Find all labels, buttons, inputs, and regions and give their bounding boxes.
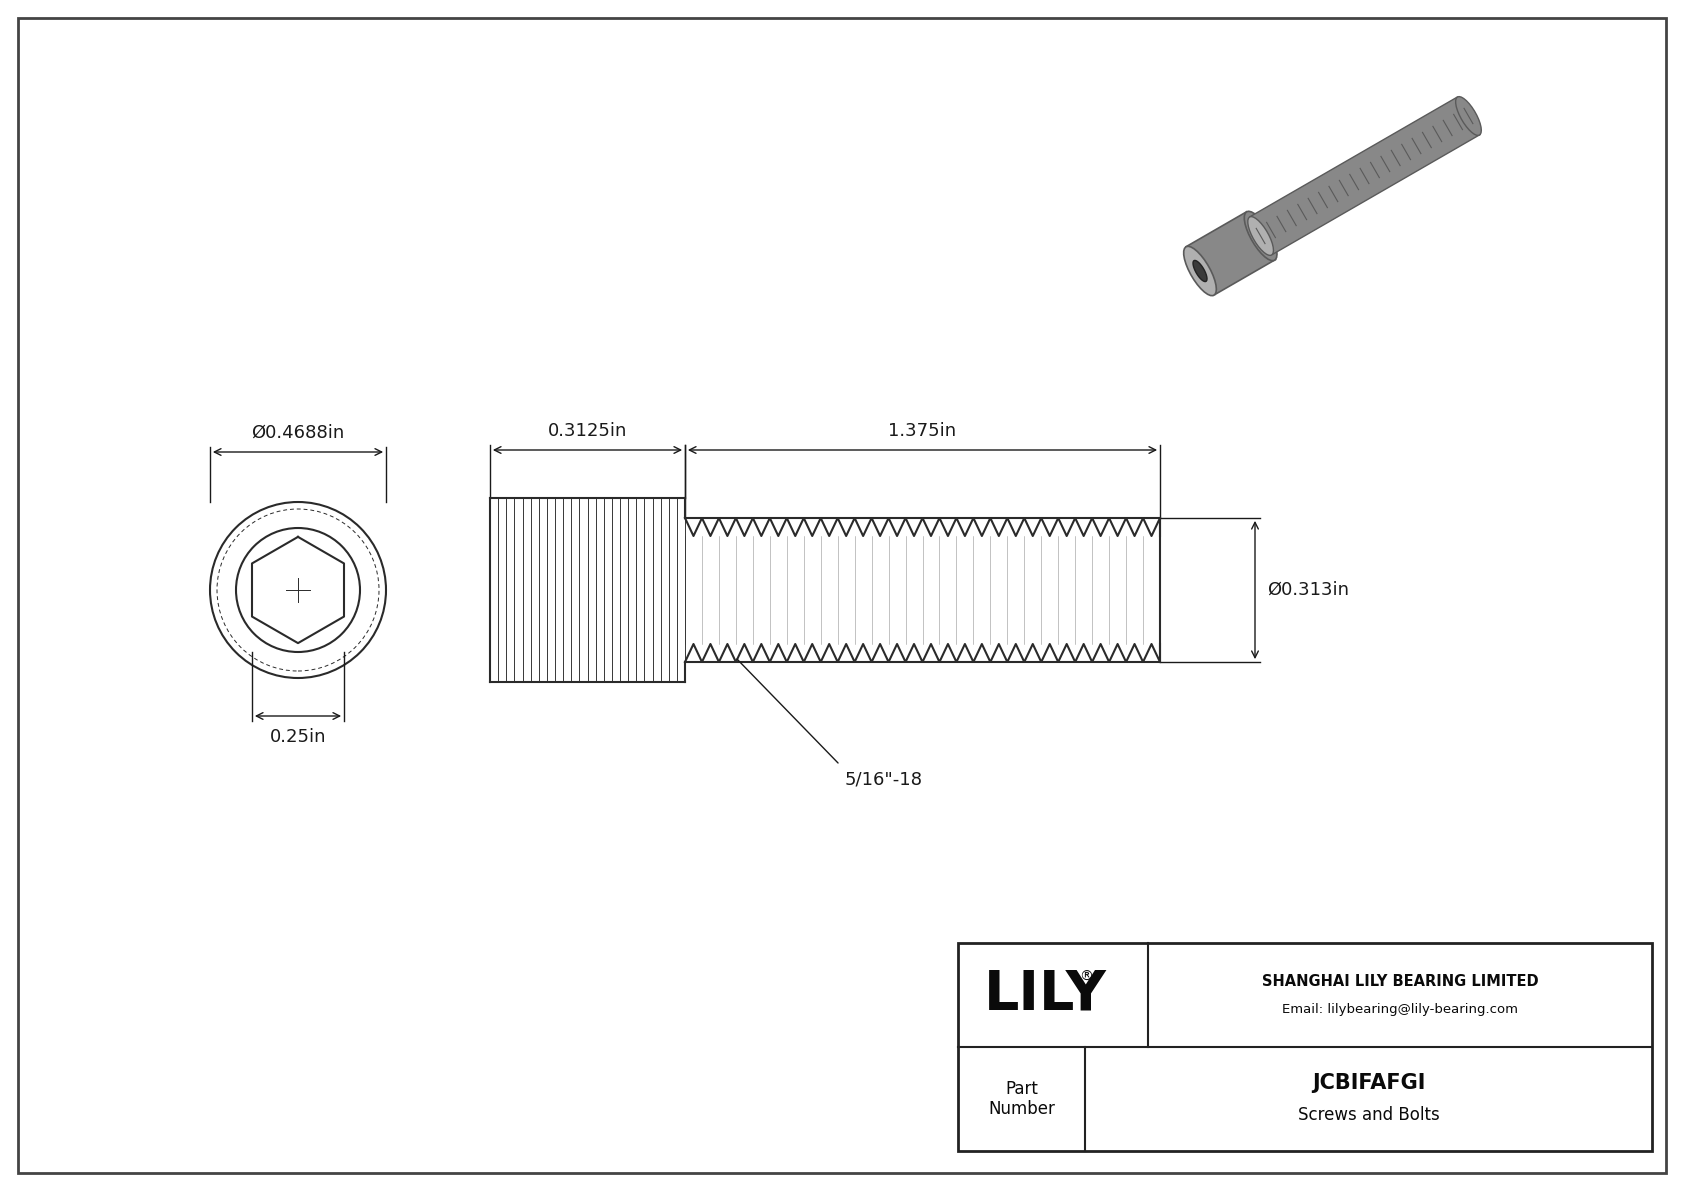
Text: 0.25in: 0.25in: [269, 728, 327, 746]
Text: JCBIFAFGI: JCBIFAFGI: [1312, 1073, 1425, 1093]
Text: Screws and Bolts: Screws and Bolts: [1298, 1106, 1440, 1124]
Text: ®: ®: [1079, 969, 1093, 984]
Polygon shape: [1244, 211, 1276, 261]
Text: 1.375in: 1.375in: [889, 422, 957, 439]
Text: 0.3125in: 0.3125in: [547, 422, 626, 439]
Text: 5/16"-18: 5/16"-18: [845, 771, 923, 788]
Text: LILY: LILY: [983, 968, 1106, 1022]
Text: Ø0.4688in: Ø0.4688in: [251, 424, 345, 442]
Polygon shape: [1248, 217, 1273, 255]
Text: Part
Number: Part Number: [989, 1079, 1054, 1118]
Text: Email: lilybearing@lily-bearing.com: Email: lilybearing@lily-bearing.com: [1282, 1003, 1517, 1016]
Polygon shape: [1250, 96, 1480, 255]
Polygon shape: [1186, 212, 1275, 294]
Polygon shape: [1184, 247, 1216, 295]
Polygon shape: [1192, 261, 1207, 281]
Polygon shape: [1455, 96, 1482, 136]
Text: Ø0.313in: Ø0.313in: [1266, 581, 1349, 599]
Text: SHANGHAI LILY BEARING LIMITED: SHANGHAI LILY BEARING LIMITED: [1261, 973, 1537, 989]
Bar: [958, 943, 1652, 1151]
